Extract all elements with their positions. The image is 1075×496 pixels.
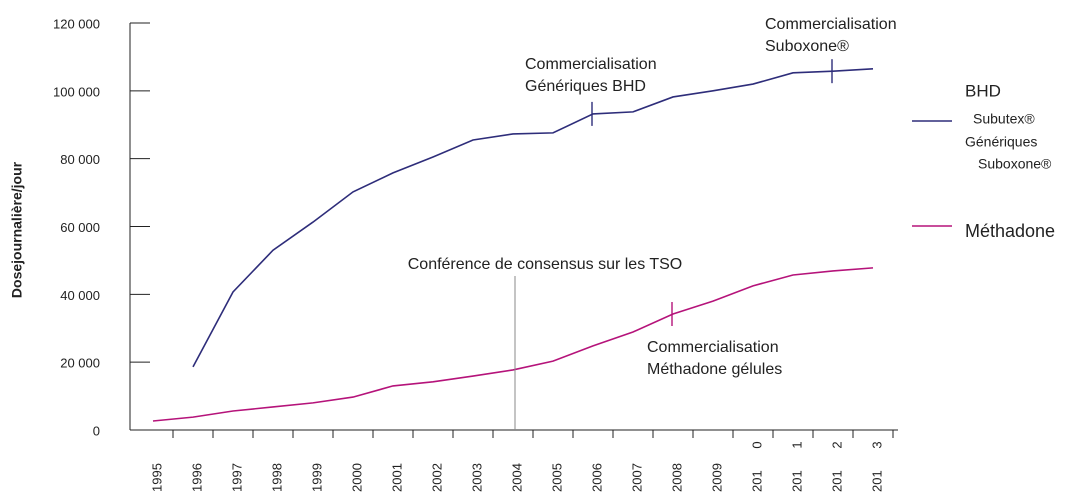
x-tick-label: 2001 (389, 463, 404, 492)
x-tick-label: 2008 (669, 463, 684, 492)
y-tick-label: 0 (93, 423, 100, 438)
legend-sublabel: Génériques (965, 134, 1037, 150)
y-tick-label: 60 000 (60, 220, 100, 235)
x-tick-label: 1999 (309, 463, 324, 492)
x-tick-label: 2007 (629, 463, 644, 492)
legend-sublabel: Subutex® (973, 111, 1035, 127)
x-tick-label: 201 0 (749, 441, 764, 492)
x-tick-label: 2003 (469, 463, 484, 492)
annotation: Conférence de consensus sur les TSO (408, 256, 683, 273)
y-tick-label: 120 000 (53, 16, 100, 31)
x-tick-label: 2005 (549, 463, 564, 492)
series-line (192, 67, 874, 368)
annotation: Commercialisation (647, 339, 779, 356)
x-tick-label: 1998 (269, 463, 284, 492)
legend-sublabel: Suboxone® (978, 156, 1052, 172)
annotation: Commercialisation (765, 16, 897, 33)
annotation: Génériques BHD (525, 78, 646, 95)
annotation: Méthadone gélules (647, 361, 782, 378)
y-axis-label: Dosejournalière/jour (9, 161, 25, 298)
x-tick-label: 1995 (149, 463, 164, 492)
y-tick-label: 20 000 (60, 356, 100, 371)
x-tick-label: 201 1 (789, 441, 804, 492)
x-tick-label: 2004 (509, 463, 524, 492)
x-tick-label: 2000 (349, 463, 364, 492)
y-tick-label: 100 000 (53, 84, 100, 99)
x-tick-label: 201 2 (829, 441, 844, 492)
x-tick-label: 2006 (589, 463, 604, 492)
legend-label: Méthadone (965, 221, 1055, 241)
x-tick-label: 2002 (429, 463, 444, 492)
annotation: Commercialisation (525, 56, 657, 73)
x-tick-label: 2009 (709, 463, 724, 492)
x-tick-label: 1997 (229, 463, 244, 492)
legend-label: BHD (965, 81, 1001, 100)
x-tick-label: 1996 (189, 463, 204, 492)
x-tick-label: 201 3 (869, 441, 884, 492)
y-tick-label: 40 000 (60, 288, 100, 303)
y-tick-label: 80 000 (60, 152, 100, 167)
annotation: Suboxone® (765, 38, 849, 55)
series-line (152, 267, 874, 422)
